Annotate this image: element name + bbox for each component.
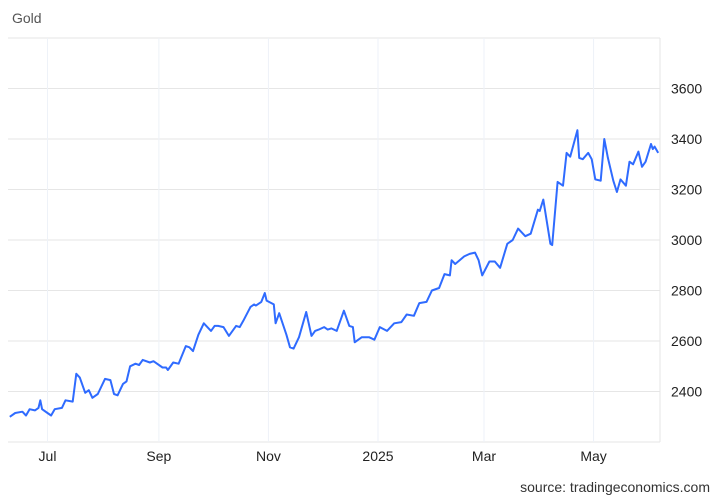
x-tick-label: 2025 bbox=[362, 448, 393, 464]
y-tick-label: 3200 bbox=[671, 182, 702, 198]
chart-title: Gold bbox=[12, 10, 42, 26]
y-tick-label: 2400 bbox=[671, 384, 702, 400]
source-label[interactable]: source: tradingeconomics.com bbox=[520, 479, 710, 495]
x-tick-label: Nov bbox=[256, 448, 281, 464]
y-tick-label: 3000 bbox=[671, 232, 702, 248]
x-tick-label: Sep bbox=[146, 448, 171, 464]
y-tick-label: 3600 bbox=[671, 81, 702, 97]
y-tick-label: 2600 bbox=[671, 333, 702, 349]
x-tick-label: May bbox=[580, 448, 606, 464]
price-line bbox=[9, 129, 660, 418]
y-tick-label: 3400 bbox=[671, 131, 702, 147]
x-tick-label: Jul bbox=[39, 448, 57, 464]
y-tick-label: 2800 bbox=[671, 283, 702, 299]
x-tick-label: Mar bbox=[472, 448, 496, 464]
